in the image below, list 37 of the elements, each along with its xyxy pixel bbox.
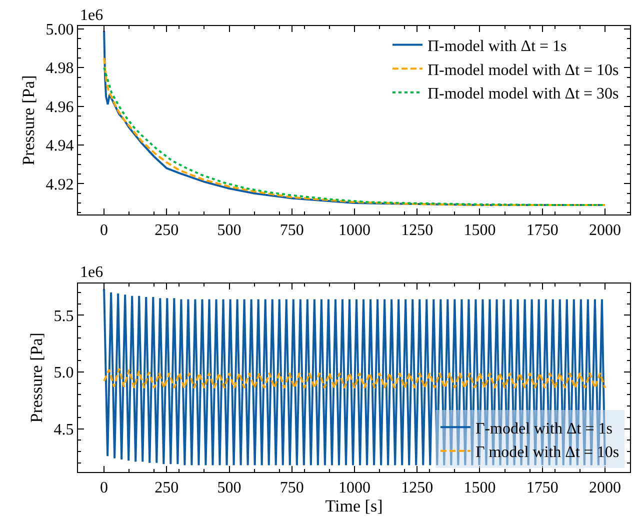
x-tick-label: 0	[100, 222, 108, 239]
x-tick-label: 1750	[526, 479, 558, 496]
x-tick-label: 0	[100, 479, 108, 496]
y-tick-label: 5.00	[46, 22, 74, 38]
line-series	[103, 368, 606, 389]
x-tick-label: 1250	[401, 222, 434, 239]
x-tick-label: 1000	[338, 222, 370, 239]
y-tick-label: 4.96	[46, 98, 74, 116]
y-tick-label: 4.92	[46, 176, 74, 194]
legend-label: Γ model with Δt = 10s	[475, 444, 620, 462]
x-tick-label: 1500	[464, 222, 496, 239]
x-tick-label: 1750	[526, 222, 558, 239]
legend-label: Π-model model with Δt = 10s	[427, 62, 619, 79]
y-tick-label: 4.98	[46, 60, 74, 78]
x-tick-label: 750	[280, 479, 304, 496]
x-axis-title: Time [s]	[325, 496, 383, 516]
y-tick-label: 4.94	[46, 138, 74, 155]
legend-label: Π-model model with Δt = 30s	[427, 86, 619, 103]
y-tick-label: 4.5	[54, 421, 74, 438]
x-tick-label: 1000	[338, 479, 370, 496]
y-axis-title: Pressure [Pa]	[27, 332, 46, 423]
x-tick-label: 1250	[401, 479, 434, 496]
y-axis-title: Pressure [Pa]	[19, 75, 38, 166]
x-tick-label: 2000	[588, 222, 621, 239]
x-tick-label: 500	[217, 222, 242, 239]
y-tick-label: 5.0	[54, 364, 74, 382]
legend-label: Π-model with Δt = 1s	[427, 38, 567, 56]
x-tick-label: 2000	[588, 479, 621, 496]
text: 1e6	[80, 7, 104, 24]
y-tick-label: 5.5	[54, 308, 74, 325]
x-tick-label: 1500	[464, 479, 496, 496]
x-tick-label: 500	[217, 479, 242, 496]
x-tick-label: 750	[280, 222, 304, 239]
text: 1e6	[80, 264, 104, 281]
x-tick-label: 250	[154, 222, 179, 239]
x-tick-label: 250	[154, 479, 179, 496]
legend-label: Γ-model with Δt = 1s	[475, 420, 612, 438]
